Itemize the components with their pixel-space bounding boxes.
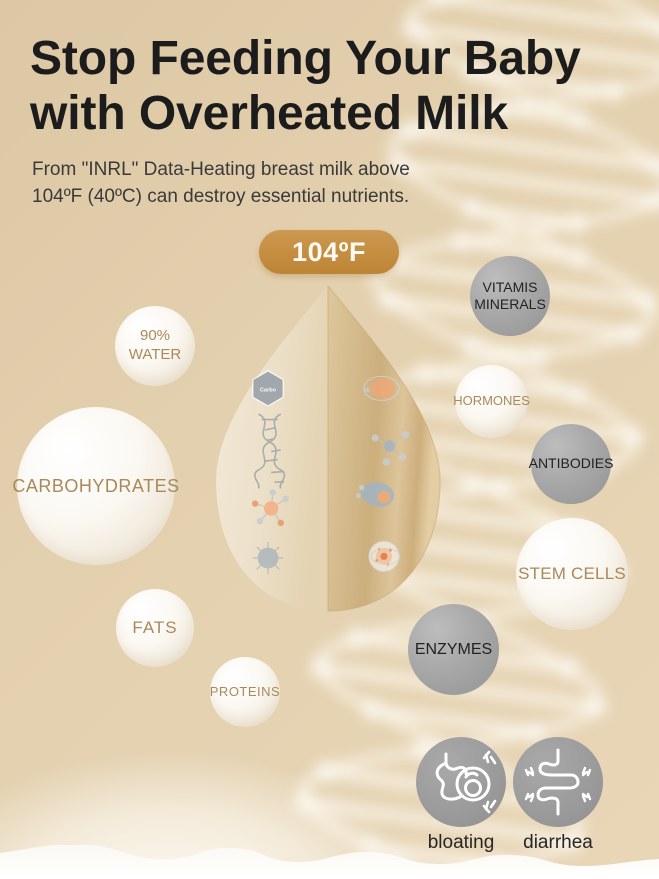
svg-text:Carbo: Carbo: [260, 388, 277, 394]
